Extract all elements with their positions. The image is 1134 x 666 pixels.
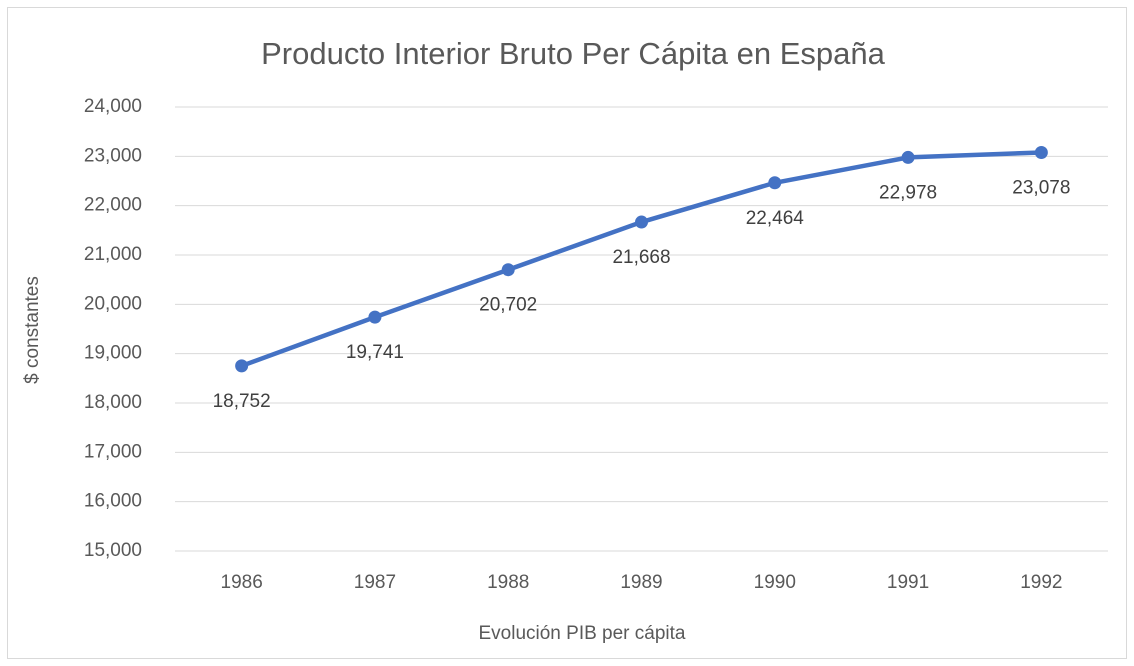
data-label: 20,702 — [479, 295, 537, 316]
y-tick-label: 23,000 — [84, 145, 142, 166]
y-tick-label: 24,000 — [84, 96, 142, 117]
x-tick-label: 1987 — [354, 572, 396, 593]
chart-title: Producto Interior Bruto Per Cápita en Es… — [261, 36, 886, 71]
data-label: 22,978 — [879, 182, 937, 203]
y-tick-label: 18,000 — [84, 392, 142, 413]
marker — [368, 310, 382, 324]
y-tick-label: 20,000 — [84, 293, 142, 314]
x-axis-label: Evolución PIB per cápita — [478, 623, 685, 644]
x-tick-label: 1986 — [221, 572, 263, 593]
data-label: 23,078 — [1012, 178, 1070, 199]
y-tick-label: 19,000 — [84, 343, 142, 364]
marker — [635, 215, 648, 229]
y-tick-label: 22,000 — [84, 195, 142, 216]
x-tick-label: 1989 — [620, 572, 662, 593]
y-tick-label: 15,000 — [84, 540, 142, 561]
data-label: 19,741 — [346, 342, 404, 363]
marker — [1034, 145, 1048, 159]
data-label: 22,464 — [746, 208, 805, 229]
y-tick-label: 17,000 — [84, 441, 142, 462]
marker — [501, 263, 515, 277]
y-axis-label: $ constantes — [22, 276, 43, 384]
data-label: 21,668 — [612, 247, 670, 268]
x-tick-label: 1990 — [754, 572, 796, 593]
marker — [901, 150, 915, 164]
data-label: 18,752 — [213, 391, 271, 412]
y-tick-label: 16,000 — [84, 491, 142, 512]
x-tick-label: 1991 — [887, 572, 929, 593]
marker — [768, 176, 782, 190]
y-tick-label: 21,000 — [84, 244, 142, 265]
x-tick-label: 1988 — [487, 572, 529, 593]
marker — [235, 359, 249, 373]
chart-border — [7, 7, 1127, 659]
x-tick-label: 1992 — [1020, 572, 1062, 593]
